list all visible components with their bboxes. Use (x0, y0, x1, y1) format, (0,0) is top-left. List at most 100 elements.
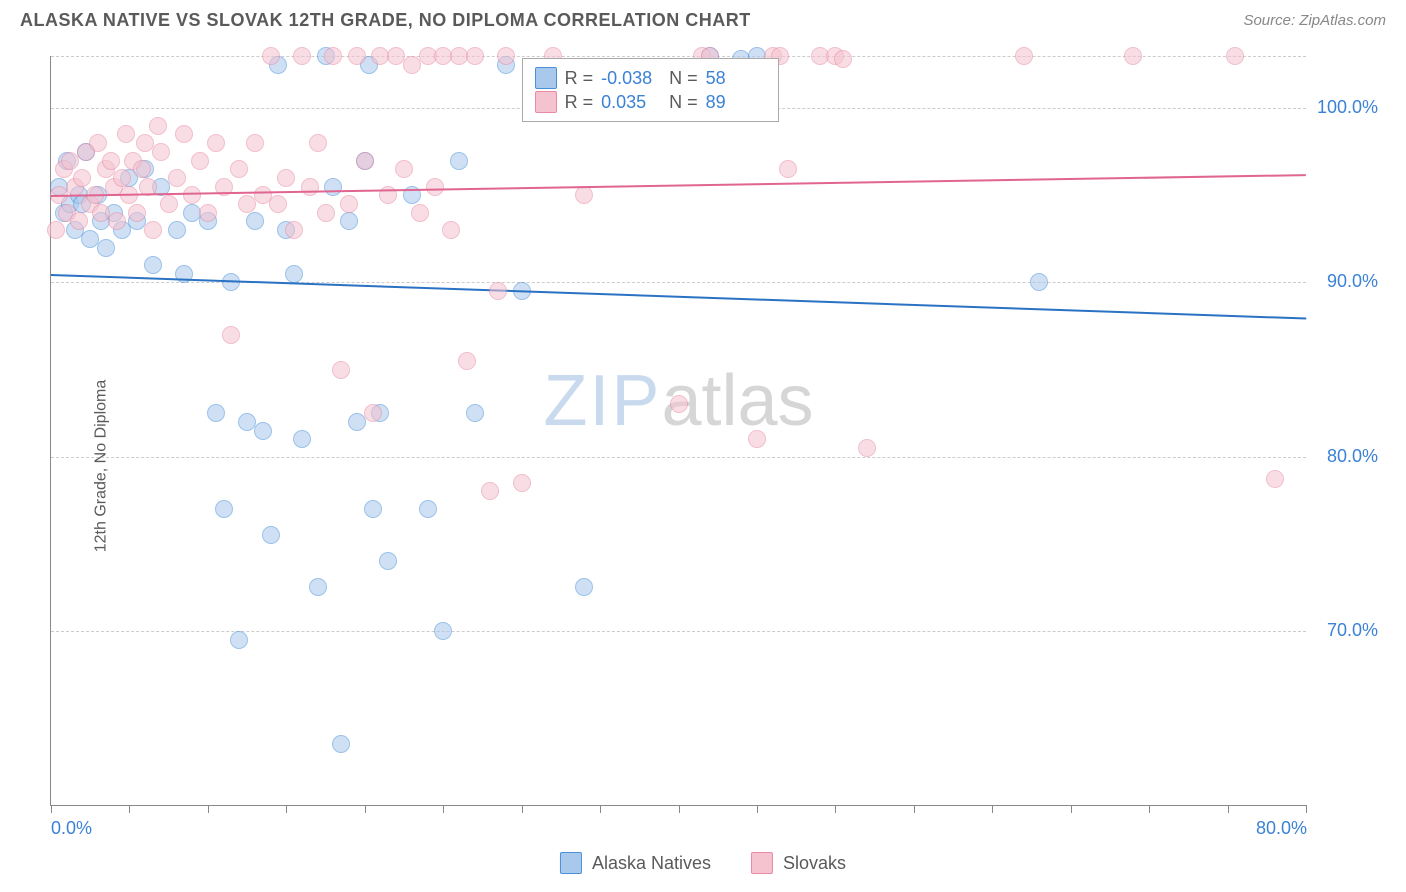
data-point (97, 239, 115, 257)
legend-item: Slovaks (751, 852, 846, 874)
x-tick (835, 805, 836, 813)
x-tick (522, 805, 523, 813)
data-point (285, 265, 303, 283)
x-tick (1228, 805, 1229, 813)
data-point (215, 500, 233, 518)
x-tick (129, 805, 130, 813)
data-point (356, 152, 374, 170)
data-point (748, 430, 766, 448)
data-point (102, 152, 120, 170)
data-point (458, 352, 476, 370)
data-point (670, 395, 688, 413)
n-label: N = (669, 92, 698, 113)
data-point (1030, 273, 1048, 291)
data-point (168, 221, 186, 239)
legend-label: Slovaks (783, 853, 846, 874)
data-point (1226, 47, 1244, 65)
data-point (262, 47, 280, 65)
data-point (426, 178, 444, 196)
x-tick (679, 805, 680, 813)
gridline (51, 56, 1306, 57)
x-tick (992, 805, 993, 813)
x-tick-label: 80.0% (1256, 818, 1307, 839)
data-point (301, 178, 319, 196)
data-point (364, 404, 382, 422)
y-tick-label: 100.0% (1317, 97, 1378, 118)
data-point (160, 195, 178, 213)
stats-box: R =-0.038N =58R =0.035N =89 (522, 58, 779, 122)
data-point (395, 160, 413, 178)
y-tick-label: 90.0% (1327, 271, 1378, 292)
data-point (246, 134, 264, 152)
data-point (317, 204, 335, 222)
x-tick (208, 805, 209, 813)
data-point (324, 178, 342, 196)
trendline (51, 274, 1306, 320)
data-point (858, 439, 876, 457)
x-tick (914, 805, 915, 813)
data-point (340, 212, 358, 230)
watermark-zip: ZIP (543, 361, 661, 441)
data-point (207, 134, 225, 152)
data-point (89, 134, 107, 152)
x-tick (443, 805, 444, 813)
data-point (117, 125, 135, 143)
data-point (230, 160, 248, 178)
r-label: R = (565, 92, 594, 113)
data-point (340, 195, 358, 213)
data-point (128, 204, 146, 222)
data-point (293, 430, 311, 448)
data-point (73, 169, 91, 187)
data-point (254, 422, 272, 440)
data-point (513, 474, 531, 492)
data-point (47, 221, 65, 239)
y-tick-label: 80.0% (1327, 446, 1378, 467)
x-tick (600, 805, 601, 813)
data-point (293, 47, 311, 65)
data-point (332, 735, 350, 753)
data-point (113, 169, 131, 187)
data-point (575, 186, 593, 204)
data-point (269, 195, 287, 213)
data-point (199, 204, 217, 222)
data-point (348, 47, 366, 65)
data-point (419, 500, 437, 518)
n-value: 89 (706, 92, 766, 113)
data-point (168, 169, 186, 187)
data-point (133, 160, 151, 178)
data-point (1015, 47, 1033, 65)
data-point (175, 125, 193, 143)
data-point (108, 212, 126, 230)
n-label: N = (669, 68, 698, 89)
data-point (207, 404, 225, 422)
legend-item: Alaska Natives (560, 852, 711, 874)
r-value: -0.038 (601, 68, 661, 89)
data-point (1124, 47, 1142, 65)
data-point (1266, 470, 1284, 488)
data-point (379, 552, 397, 570)
data-point (779, 160, 797, 178)
x-tick (757, 805, 758, 813)
data-point (262, 526, 280, 544)
chart-container: 12th Grade, No Diploma ZIPatlas 70.0%80.… (0, 46, 1406, 886)
x-tick (51, 805, 52, 813)
n-value: 58 (706, 68, 766, 89)
data-point (575, 578, 593, 596)
chart-title: ALASKA NATIVE VS SLOVAK 12TH GRADE, NO D… (20, 10, 751, 31)
x-tick-label: 0.0% (51, 818, 92, 839)
data-point (191, 152, 209, 170)
data-point (70, 212, 88, 230)
swatch-icon (751, 852, 773, 874)
data-point (152, 143, 170, 161)
data-point (834, 50, 852, 68)
data-point (222, 326, 240, 344)
data-point (497, 47, 515, 65)
legend: Alaska Natives Slovaks (560, 852, 846, 874)
data-point (434, 622, 452, 640)
source-label: Source: ZipAtlas.com (1243, 12, 1386, 29)
x-tick (1306, 805, 1307, 813)
data-point (364, 500, 382, 518)
data-point (183, 186, 201, 204)
y-tick-label: 70.0% (1327, 620, 1378, 641)
data-point (309, 134, 327, 152)
